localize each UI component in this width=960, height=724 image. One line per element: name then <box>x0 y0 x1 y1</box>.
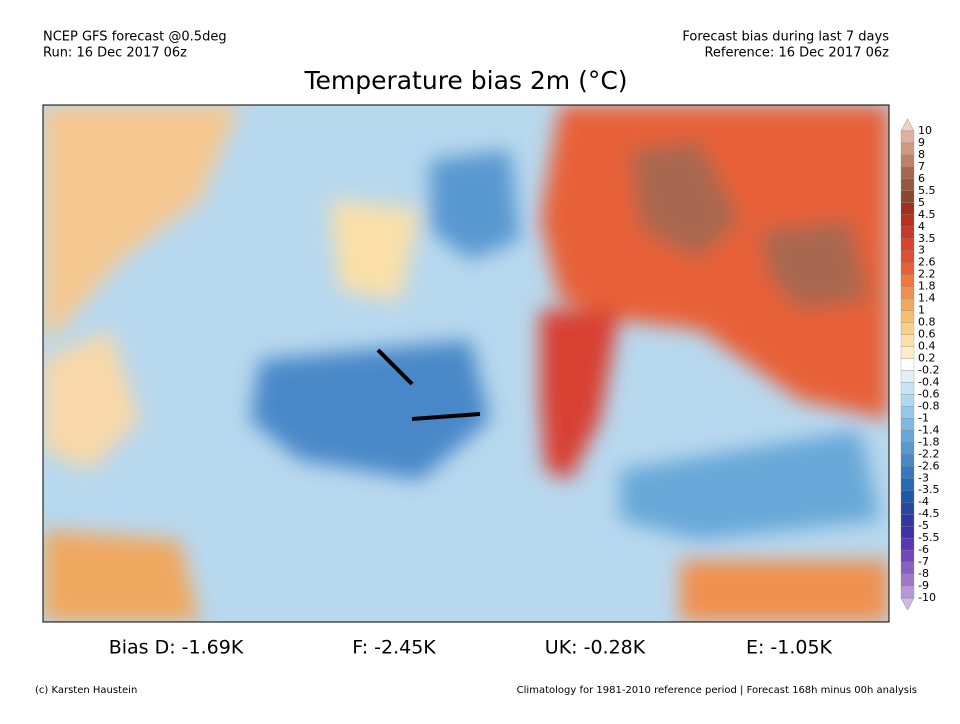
header-text: Run: 16 Dec 2017 06z <box>43 46 187 61</box>
colorbar-label: -0.6 <box>918 387 939 400</box>
colorbar-label: -6 <box>918 543 929 556</box>
colorbar-label: -9 <box>918 579 929 592</box>
footer-text: Climatology for 1981-2010 reference peri… <box>517 685 917 696</box>
colorbar-label: -8 <box>918 567 929 580</box>
colorbar-label: -0.8 <box>918 399 939 412</box>
colorbar-band <box>900 549 915 563</box>
colorbar-label: -1.8 <box>918 435 939 448</box>
colorbar-band <box>900 250 915 263</box>
colorbar-extension <box>900 118 915 132</box>
colorbar-band <box>900 154 915 168</box>
map <box>43 105 889 622</box>
stat-text: Bias D: -1.69K <box>109 637 244 659</box>
colorbar-band <box>900 382 915 395</box>
colorbar-label: 0.6 <box>918 328 936 341</box>
colorbar-label: -7 <box>918 555 929 568</box>
header-text: NCEP GFS forecast @0.5deg <box>43 30 227 45</box>
colorbar-band <box>900 418 915 431</box>
colorbar-band <box>900 442 915 455</box>
header-text: Reference: 16 Dec 2017 06z <box>704 46 889 61</box>
colorbar-band <box>900 573 915 587</box>
colorbar-band <box>900 286 915 299</box>
colorbar-band <box>900 346 915 359</box>
colorbar-label: 4.5 <box>918 208 936 221</box>
colorbar-label: 10 <box>918 124 932 137</box>
colorbar-label: -5 <box>918 519 929 532</box>
colorbar-band <box>900 298 915 311</box>
colorbar-band <box>900 526 915 539</box>
colorbar-band <box>900 394 915 407</box>
colorbar-band <box>900 430 915 443</box>
colorbar-band <box>900 478 915 491</box>
colorbar-label: -3 <box>918 471 929 484</box>
colorbar-band <box>900 334 915 347</box>
colorbar-label: 0.2 <box>918 352 936 365</box>
colorbar-band <box>900 274 915 287</box>
colorbar-label: 2.6 <box>918 256 936 269</box>
colorbar-band <box>900 466 915 479</box>
colorbar-band <box>900 561 915 575</box>
title: Temperature bias 2m (°C) <box>303 66 627 95</box>
stat-text: UK: -0.28K <box>545 637 646 659</box>
colorbar-label: 8 <box>918 148 925 161</box>
colorbar-label: 9 <box>918 136 925 149</box>
colorbar-label: 3.5 <box>918 232 936 245</box>
colorbar-band <box>900 370 915 383</box>
colorbar-band <box>900 190 915 203</box>
colorbar-label: -3.5 <box>918 483 939 496</box>
colorbar-label: 1.4 <box>918 292 936 305</box>
colorbar-band <box>900 226 915 239</box>
colorbar-label: 6 <box>918 172 925 185</box>
stat-text: E: -1.05K <box>746 637 833 659</box>
colorbar-label: 4 <box>918 220 925 233</box>
colorbar: 1098765.554.543.532.62.21.81.410.80.60.4… <box>900 118 939 611</box>
colorbar-label: -1 <box>918 411 929 424</box>
colorbar-label: 5 <box>918 196 925 209</box>
colorbar-label: 3 <box>918 244 925 257</box>
colorbar-label: -2.2 <box>918 447 939 460</box>
colorbar-label: -4 <box>918 495 929 508</box>
colorbar-band <box>900 166 915 180</box>
header-text: Forecast bias during last 7 days <box>682 30 889 45</box>
colorbar-label: -1.4 <box>918 423 939 436</box>
colorbar-band <box>900 585 915 599</box>
colorbar-label: 1 <box>918 304 925 317</box>
footer-text: (c) Karsten Haustein <box>35 685 137 696</box>
colorbar-label: 7 <box>918 160 925 173</box>
colorbar-band <box>900 537 915 551</box>
colorbar-band <box>900 322 915 335</box>
colorbar-label: -5.5 <box>918 531 939 544</box>
colorbar-label: -0.2 <box>918 363 939 376</box>
colorbar-band <box>900 490 915 503</box>
colorbar-band <box>900 262 915 275</box>
colorbar-label: 2.2 <box>918 268 936 281</box>
stat-text: F: -2.45K <box>352 637 436 659</box>
colorbar-extension <box>900 597 915 611</box>
colorbar-band <box>900 238 915 251</box>
colorbar-band <box>900 454 915 467</box>
colorbar-band <box>900 514 915 527</box>
colorbar-band <box>900 358 915 371</box>
colorbar-band <box>900 178 915 192</box>
colorbar-label: 0.8 <box>918 316 936 329</box>
colorbar-label: -2.6 <box>918 459 939 472</box>
colorbar-band <box>900 130 915 144</box>
colorbar-band <box>900 214 915 227</box>
colorbar-band <box>900 406 915 419</box>
colorbar-band <box>900 202 915 215</box>
colorbar-label: -0.4 <box>918 375 939 388</box>
colorbar-band <box>900 502 915 515</box>
colorbar-band <box>900 310 915 323</box>
colorbar-label: 0.4 <box>918 340 936 353</box>
colorbar-label: 1.8 <box>918 280 936 293</box>
colorbar-band <box>900 142 915 156</box>
colorbar-label: -4.5 <box>918 507 939 520</box>
colorbar-label: 5.5 <box>918 184 936 197</box>
colorbar-label: -10 <box>918 591 936 604</box>
